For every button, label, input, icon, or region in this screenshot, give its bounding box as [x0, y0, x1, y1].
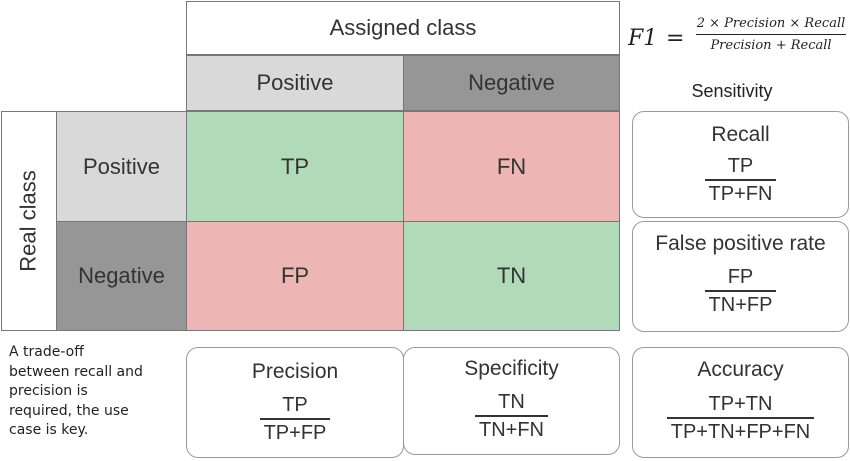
false-negative-cell: FN	[403, 111, 620, 222]
true-negative-cell: TN	[403, 221, 620, 331]
real-positive-header: Positive	[56, 111, 187, 222]
recall-formula: TP TP+FN	[704, 155, 777, 205]
fp-label: FP	[280, 263, 310, 288]
assigned-positive-header: Positive	[186, 55, 404, 111]
specificity-denominator: TN+FN	[479, 418, 544, 441]
fpr-fraction-bar	[704, 290, 777, 292]
fpr-title: False positive rate	[655, 232, 826, 255]
real-positive-label: Positive	[82, 153, 161, 179]
precision-numerator: TP	[282, 394, 308, 416]
precision-fraction-bar	[259, 418, 331, 420]
accuracy-title: Accuracy	[697, 358, 784, 381]
f1-numerator: 2 × Precision × Recall	[696, 16, 846, 31]
assigned-negative-header: Negative	[403, 55, 620, 111]
assigned-positive-label: Positive	[256, 70, 334, 95]
precision-title: Precision	[251, 360, 339, 383]
specificity-card: Specificity TN TN+FN	[403, 347, 620, 455]
recall-card: Recall TP TP+FN	[632, 111, 849, 218]
specificity-numerator: TN	[498, 391, 525, 413]
specificity-fraction-bar	[475, 415, 548, 417]
true-positive-cell: TP	[186, 111, 404, 222]
assigned-class-label: Assigned class	[329, 15, 477, 40]
tp-label: TP	[280, 153, 310, 179]
trade-off-note: A trade-off between recall and precision…	[9, 343, 181, 441]
fpr-numerator: FP	[727, 266, 754, 288]
real-negative-header: Negative	[56, 221, 187, 331]
accuracy-denominator: TP+TN+FP+FN	[670, 420, 811, 443]
f1-formula: F1 = 2 × Precision × Recall Precision + …	[626, 14, 848, 70]
false-positive-cell: FP	[186, 221, 404, 331]
f1-fraction-bar	[696, 34, 846, 36]
f1-denominator: Precision + Recall	[710, 38, 832, 54]
specificity-formula: TN TN+FN	[475, 391, 548, 441]
note-line: precision is	[9, 383, 88, 399]
real-class-label: Real class	[16, 170, 42, 272]
false-positive-rate-card: False positive rate FP TN+FP	[632, 221, 849, 332]
precision-formula: TP TP+FP	[259, 394, 331, 444]
note-line: case is key.	[9, 422, 89, 438]
specificity-title: Specificity	[464, 357, 559, 380]
accuracy-fraction-bar	[666, 417, 815, 419]
real-negative-label: Negative	[78, 263, 165, 288]
fn-label: FN	[496, 153, 527, 179]
precision-denominator: TP+FP	[263, 421, 327, 444]
sensitivity-label: Sensitivity	[691, 81, 773, 101]
recall-numerator: TP	[727, 155, 754, 177]
real-class-header: Real class	[1, 111, 57, 331]
accuracy-card: Accuracy TP+TN TP+TN+FP+FN	[632, 347, 849, 458]
recall-denominator: TP+FN	[708, 182, 773, 205]
tn-label: TN	[496, 263, 527, 288]
f1-lhs: F1	[628, 26, 658, 51]
f1-equals: =	[666, 26, 685, 51]
accuracy-formula: TP+TN TP+TN+FP+FN	[666, 393, 815, 443]
note-line: A trade-off	[9, 344, 84, 360]
assigned-class-header: Assigned class	[186, 1, 620, 55]
assigned-negative-label: Negative	[468, 70, 555, 95]
note-line: required, the use	[9, 402, 129, 419]
fpr-denominator: TN+FP	[708, 293, 773, 316]
recall-fraction-bar	[704, 179, 777, 181]
recall-title: Recall	[711, 123, 770, 146]
note-line: between recall and	[9, 363, 143, 380]
precision-card: Precision TP TP+FP	[186, 347, 404, 458]
accuracy-numerator: TP+TN	[708, 393, 773, 415]
fpr-formula: FP TN+FP	[704, 266, 777, 316]
